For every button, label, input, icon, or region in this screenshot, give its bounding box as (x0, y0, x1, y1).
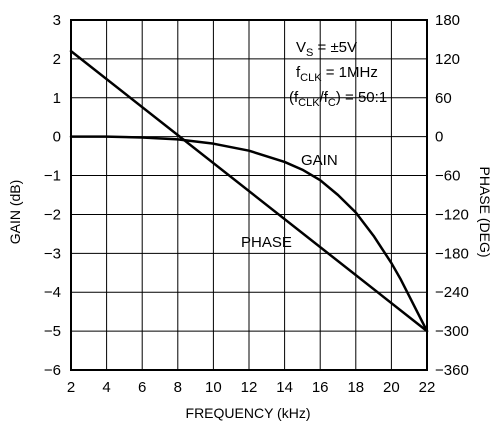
y-tick-label: 1 (53, 90, 61, 107)
y2-tick-label: −60 (435, 168, 460, 185)
x-tick-label: 6 (138, 379, 146, 396)
y2-tick-label: −180 (435, 245, 469, 262)
x-tick-label: 16 (312, 379, 329, 396)
y2-tick-label: −240 (435, 284, 469, 301)
x-tick-label: 4 (102, 379, 110, 396)
y-tick-label: −2 (44, 206, 61, 223)
y-tick-label: −5 (44, 323, 61, 340)
y2-tick-label: −360 (435, 362, 469, 379)
x-tick-label: 18 (347, 379, 364, 396)
curves (69, 49, 429, 333)
x-tick-label: 12 (241, 379, 258, 396)
y2-axis-title: PHASE (DEG) (477, 166, 493, 257)
x-tick-label: 22 (419, 379, 436, 396)
x-tick-label: 10 (205, 379, 222, 396)
conditions-annotation: VS = ±5V fCLK = 1MHz (fCLK/fC) = 50:1 (289, 39, 387, 109)
y2-tick-label: 120 (435, 51, 460, 68)
fclk-condition: fCLK = 1MHz (296, 64, 378, 84)
y-tick-label: 0 (53, 129, 61, 146)
y2-tick-label: −300 (435, 323, 469, 340)
ratio-condition: (fCLK/fC) = 50:1 (289, 89, 387, 109)
series-line-gain (69, 135, 429, 333)
x-tick-label: 2 (67, 379, 75, 396)
y2-tick-label: 0 (435, 129, 443, 146)
grid (70, 19, 428, 371)
y-tick-label: −1 (44, 168, 61, 185)
x-tick-label: 8 (174, 379, 182, 396)
y2-tick-label: −120 (435, 206, 469, 223)
x-tick-label: 20 (383, 379, 400, 396)
y-tick-label: 3 (53, 12, 61, 29)
x-tick-label: 14 (276, 379, 293, 396)
vs-condition: VS = ±5V (296, 39, 357, 59)
y-tick-label: 2 (53, 51, 61, 68)
y-axis-title: GAIN (dB) (7, 180, 23, 245)
y-tick-label: −4 (44, 284, 61, 301)
tick-labels: 2 4 6 8 10 12 14 16 18 20 223210−1−2−3−4−5−6180120… (44, 12, 469, 396)
y2-tick-label: 60 (435, 90, 452, 107)
plot-frame (70, 19, 428, 371)
phase-curve-label: PHASE (241, 234, 292, 251)
y-tick-label: −3 (44, 245, 61, 262)
y-tick-label: −6 (44, 362, 61, 379)
x-axis-title: FREQUENCY (kHz) (186, 405, 311, 421)
y2-tick-label: 180 (435, 12, 460, 29)
series-line-phase (69, 49, 429, 333)
gain-curve-label: GAIN (301, 152, 338, 169)
